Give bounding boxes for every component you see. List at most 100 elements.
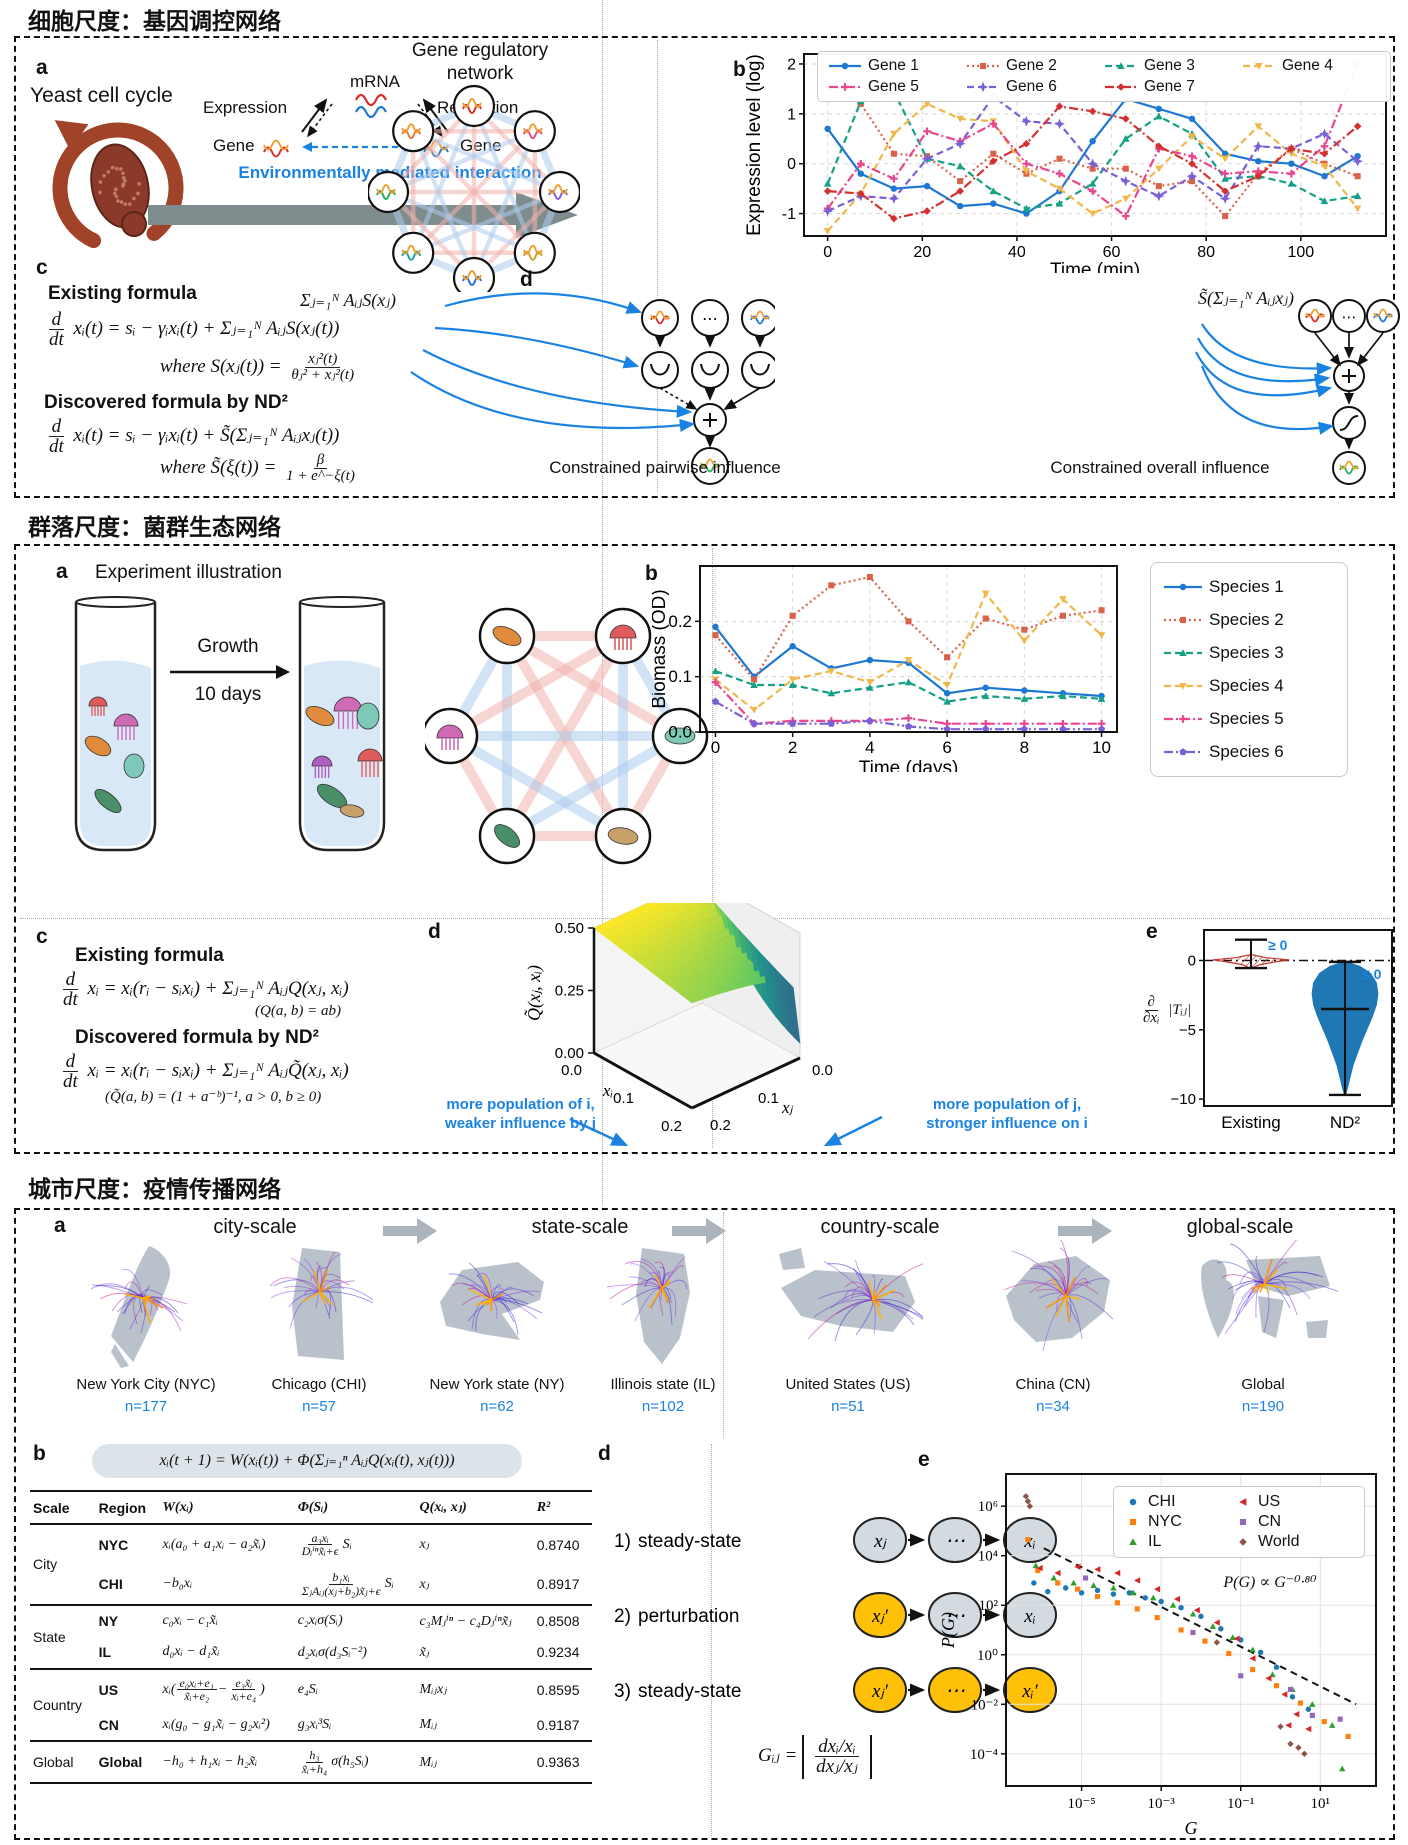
svg-text:10⁻⁴: 10⁻⁴ [970, 1747, 998, 1763]
svg-text:0.2: 0.2 [668, 612, 692, 631]
svg-text:Expression level (log): Expression level (log) [746, 54, 765, 236]
yeast-title: Yeast cell cycle [30, 84, 173, 107]
svg-text:20: 20 [913, 244, 931, 261]
beaker-after-icon [298, 596, 386, 852]
pairwise-influence-diagram: ⋯ [410, 292, 775, 485]
legend-label: Gene 2 [1006, 57, 1057, 74]
legend-label: Gene 3 [1144, 57, 1195, 74]
svg-text:steady-state: steady-state [638, 1681, 742, 1702]
svg-text:0: 0 [787, 156, 796, 173]
table-column-header: Scale [30, 1491, 96, 1525]
panel-e-label: e [1146, 920, 1158, 943]
map-label: Illinois state (IL) [610, 1376, 716, 1393]
svg-text:⋯: ⋯ [945, 1530, 965, 1552]
gain-chart-legend: CHI NYC IL US CN World [1113, 1486, 1365, 1558]
experiment-title: Experiment illustration [95, 562, 282, 583]
scale-title-global: global-scale [1186, 1216, 1294, 1238]
svg-text:xᵢ: xᵢ [602, 1081, 613, 1100]
svg-text:10⁴: 10⁴ [978, 1549, 998, 1565]
surface-annotation-right: more population of j, stronger influence… [926, 1096, 1088, 1132]
legend-item: Gene 1 [828, 57, 966, 75]
legend-item: Gene 3 [1104, 57, 1242, 75]
mrna-icon [355, 93, 387, 119]
gene-chart-legend: Gene 1 Gene 2 Gene 3 Gene 4 Gene 5 Gene 6 Gene… [817, 51, 1391, 102]
growth-label: Growth [197, 636, 259, 657]
legend-item: CHI [1124, 1493, 1234, 1511]
svg-text:8: 8 [1020, 738, 1029, 757]
svg-text:10⁻¹: 10⁻¹ [1227, 1796, 1254, 1812]
biomass-chart-legend: Species 1 Species 2 Species 3 Species 4 Spec… [1150, 562, 1348, 777]
map-chicago [269, 1248, 374, 1360]
map-label: Chicago (CHI) [271, 1376, 367, 1393]
svg-text:perturbation: perturbation [638, 1606, 739, 1627]
panel-d-label: d [428, 920, 441, 943]
svg-text:xⱼ′: xⱼ′ [871, 1606, 889, 1627]
mrna-label: mRNA [349, 72, 401, 91]
model-formula-banner: xᵢ(t + 1) = W(xᵢ(t)) + Φ(Σⱼ₌₁ⁿ AᵢⱼQ(xᵢ(t… [92, 1444, 522, 1478]
svg-text:−10: −10 [1171, 1091, 1196, 1108]
svg-text:0.0: 0.0 [668, 723, 692, 742]
legend-label: Gene 6 [1006, 78, 1057, 95]
section-city-header: 城市尺度：疫情传播网络 [28, 1176, 281, 1202]
legend-item: CN [1234, 1513, 1354, 1531]
table-cell: CN [95, 1709, 160, 1743]
legend-item: Species 6 [1163, 742, 1335, 762]
svg-text:0.0: 0.0 [812, 1062, 833, 1079]
nd2-formula-equation: d dt xᵢ = xᵢ(rᵢ − sᵢxᵢ) + Σⱼ₌₁ᴺ AᵢⱼQ̃(xⱼ,… [62, 1051, 349, 1093]
microbiome-network [425, 607, 709, 865]
existing-formula-equation: d dt xᵢ = xᵢ(rᵢ − sᵢxᵢ) + Σⱼ₌₁ᴺ AᵢⱼQ(xⱼ, … [62, 969, 349, 1011]
beaker-before-icon [74, 596, 157, 852]
legend-label: Species 4 [1209, 676, 1284, 695]
legend-item: Gene 2 [966, 57, 1104, 75]
panel-a-label: a [56, 560, 68, 583]
table-cell: x̃ⱼ [416, 1636, 534, 1670]
panel-c-label: c [36, 256, 48, 279]
table-row: CN xᵢ(g₀ − g₁x̃ᵢ − g₂xᵢ²) g₃xᵢ³Sᵢ Mᵢⱼ 0.9187 [30, 1709, 592, 1743]
scale-title-country: country-scale [820, 1216, 940, 1238]
svg-text:Existing: Existing [1221, 1113, 1281, 1132]
formula-table-wrap: Scale Region W(xᵢ) Φ(Sᵢ) Q(xᵢ, xⱼ) R² City NYC x… [30, 1490, 592, 1784]
svg-text:0: 0 [823, 244, 832, 261]
table-cell: 0.9363 [536, 1754, 580, 1771]
nd2-formula-equation: d dt xᵢ(t) = sᵢ − γᵢxᵢ(t) + S̃(Σⱼ₌₁ᴺ Aᵢⱼx… [48, 416, 340, 458]
map-china [1003, 1240, 1114, 1352]
svg-text:⋯: ⋯ [945, 1680, 965, 1702]
map-count: n=62 [480, 1398, 514, 1415]
svg-text:0.00: 0.00 [555, 1045, 584, 1062]
table-column-header: Φ(Sᵢ) [294, 1491, 417, 1525]
svg-text:P(G): P(G) [938, 1612, 959, 1649]
legend-label: Species 6 [1209, 742, 1284, 761]
svg-text:Time (days): Time (days) [859, 758, 959, 772]
legend-item: Species 1 [1163, 577, 1335, 597]
svg-text:10⁻²: 10⁻² [971, 1697, 999, 1713]
existing-formula-where: where S(xⱼ(t)) = xⱼ²(t) θⱼ² + xⱼ²(t) [160, 351, 355, 384]
panel-e-label: e [918, 1448, 930, 1471]
legend-item: US [1234, 1493, 1354, 1511]
nd2-formula-title: Discovered formula by ND² [44, 392, 288, 413]
map-global [1201, 1240, 1338, 1338]
map-count: n=102 [641, 1398, 685, 1415]
biomass-chart: 0 2 4 6 8 10 0.0 0.1 0.2 Time (days) Biomass (OD) [652, 565, 1118, 772]
table-row: Country US xᵢ(e₀xᵢ+e₁ x̃ᵢ+e₂ − e₃x̃ᵢ xᵢ+e₄) e₄S… [30, 1667, 592, 1743]
map-label: United States (US) [785, 1376, 911, 1393]
svg-text:1: 1 [787, 106, 796, 123]
table-cell: IL [95, 1636, 160, 1670]
table-cell: g₃xᵢ³Sᵢ [294, 1709, 417, 1743]
legend-item: IL [1124, 1533, 1234, 1551]
map-nyc [90, 1246, 188, 1368]
influence-violin-plot: ≥ 0 Existing ≤ 0 ND² 0 −5 −10 [1171, 929, 1393, 1132]
table-cell: US [98, 1681, 119, 1698]
table-cell: d₀xᵢ − d₁x̃ᵢ [159, 1636, 295, 1670]
yeast-cell-cycle-icon [52, 120, 184, 254]
legend-label: NYC [1148, 1513, 1182, 1530]
svg-text:10⁻⁵: 10⁻⁵ [1068, 1796, 1096, 1812]
legend-label: US [1258, 1493, 1281, 1510]
table-row: IL d₀xᵢ − d₁x̃ᵢ d₂xᵢσ(d₃Sᵢ⁻²) x̃ⱼ 0.9234 [30, 1636, 592, 1670]
table-cell: 0.9187 [533, 1709, 592, 1743]
map-label: China (CN) [1015, 1376, 1091, 1393]
panel-c-label: c [36, 925, 48, 948]
svg-text:0: 0 [1188, 952, 1196, 969]
overall-caption: Constrained overall influence [1050, 458, 1270, 477]
svg-text:0.1: 0.1 [668, 667, 692, 686]
